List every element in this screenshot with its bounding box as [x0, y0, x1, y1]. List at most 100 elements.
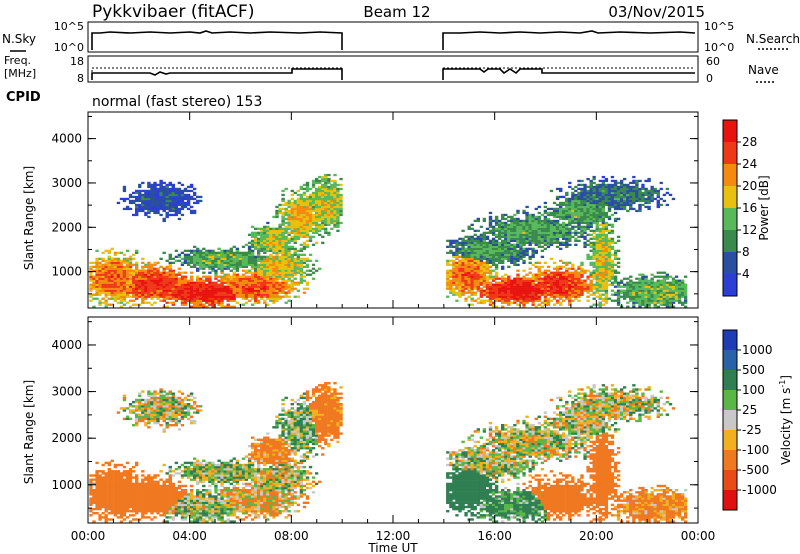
power-cell	[501, 283, 505, 286]
power-cell	[214, 271, 218, 274]
power-cell	[315, 269, 319, 272]
power-cell	[311, 271, 316, 274]
power-cell	[223, 261, 227, 264]
power-cell	[674, 289, 679, 292]
power-cell	[132, 191, 136, 195]
power-cell	[595, 227, 599, 230]
power-cell	[583, 287, 587, 290]
power-cell	[565, 279, 569, 282]
power-cell	[568, 229, 572, 232]
power-cell	[668, 305, 673, 308]
power-cell	[571, 225, 575, 228]
power-cell	[534, 231, 538, 234]
power-cell	[510, 231, 514, 234]
power-cell	[513, 255, 517, 258]
power-cell	[552, 275, 557, 278]
power-cell	[671, 305, 676, 308]
power-cell	[153, 207, 157, 211]
power-cell	[641, 279, 645, 282]
power-cell	[647, 191, 651, 195]
power-cell	[449, 281, 453, 284]
power-cell	[177, 259, 182, 262]
power-cell	[284, 209, 288, 213]
power-cell	[504, 279, 508, 282]
power-cell	[662, 277, 667, 280]
power-cell	[513, 231, 517, 234]
power-cell	[168, 271, 172, 274]
power-cell	[336, 215, 340, 219]
power-cell	[180, 193, 185, 197]
power-cell	[336, 195, 340, 199]
power-cell	[589, 281, 593, 284]
power-cell	[101, 287, 105, 290]
power-cell	[662, 275, 667, 278]
power-cell	[565, 213, 569, 217]
power-cell	[613, 257, 618, 260]
power-cell	[458, 267, 462, 270]
power-cell	[513, 301, 517, 304]
power-cell	[327, 177, 331, 181]
power-cell	[473, 283, 477, 286]
power-cell	[250, 243, 255, 246]
power-cell	[302, 291, 307, 294]
power-cell	[238, 263, 242, 266]
power-cell	[555, 283, 560, 286]
power-cell	[293, 261, 297, 264]
power-cell	[284, 247, 288, 250]
power-cell	[568, 291, 572, 294]
power-cell	[464, 297, 468, 300]
power-cell	[299, 233, 304, 236]
power-cell	[147, 201, 151, 205]
power-cell	[150, 271, 154, 274]
power-cell	[92, 277, 96, 280]
power-cell	[613, 291, 618, 294]
power-cell	[165, 267, 169, 270]
power-cell	[293, 209, 297, 213]
power-cell	[494, 227, 499, 230]
power-cell	[113, 261, 117, 264]
power-cell	[449, 269, 453, 272]
power-cell	[220, 259, 224, 262]
power-cell	[263, 301, 267, 304]
power-cell	[324, 231, 328, 234]
power-cell	[153, 291, 157, 294]
power-cell	[644, 279, 648, 282]
power-cell	[598, 229, 602, 232]
power-cell	[132, 271, 136, 274]
power-cell	[491, 231, 496, 234]
power-cell	[473, 275, 477, 278]
power-cell	[531, 225, 535, 228]
power-cell	[156, 271, 160, 274]
power-cell	[519, 289, 523, 292]
power-cell	[461, 251, 465, 254]
power-cell	[147, 191, 151, 195]
power-cell	[488, 281, 493, 284]
power-cell	[501, 301, 505, 304]
power-cell	[159, 197, 163, 201]
power-cell	[189, 185, 194, 189]
power-cell	[125, 291, 130, 294]
power-cell	[244, 281, 249, 284]
power-cell	[250, 275, 255, 278]
power-cell	[156, 197, 160, 201]
power-cell	[110, 295, 114, 298]
power-cell	[284, 257, 288, 260]
power-cell	[257, 243, 261, 246]
power-cell	[135, 207, 139, 211]
power-cell	[250, 225, 255, 228]
power-cell	[324, 179, 328, 183]
power-cell	[583, 271, 587, 274]
power-cell	[534, 241, 538, 244]
power-cell	[232, 257, 236, 260]
power-cell	[504, 253, 508, 256]
power-cell	[327, 223, 331, 226]
power-cell	[595, 273, 599, 276]
power-cell	[598, 277, 602, 280]
power-cell	[98, 265, 102, 268]
power-cell	[629, 281, 633, 284]
power-cell	[458, 241, 462, 244]
power-cell	[147, 281, 151, 284]
power-cell	[504, 273, 508, 276]
power-cell	[254, 255, 258, 258]
power-cell	[494, 259, 499, 262]
